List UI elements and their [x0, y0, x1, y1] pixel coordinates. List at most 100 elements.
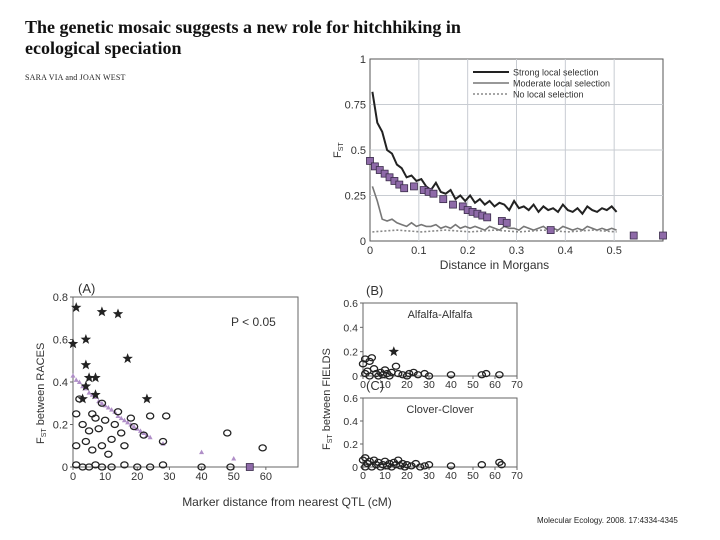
panel-c-x-tick-label: 30 [423, 470, 435, 482]
panel-b-x-tick-label: 20 [401, 379, 413, 391]
panel-a-x-tick-label: 30 [163, 471, 175, 483]
panel-a-triangle-point [199, 449, 205, 455]
panel-a-circle-point [91, 414, 100, 422]
panel-a-circle-point [223, 429, 232, 437]
panel-c-x-tick-label: 0 [360, 470, 366, 482]
panel-a-triangle-point [125, 419, 131, 425]
top-chart-square-point [483, 213, 492, 222]
panel-a-triangle-point [70, 373, 76, 378]
panel-a-circle-point [107, 435, 116, 444]
panel-a-triangle-point [131, 424, 137, 429]
panel-c-circle-point [415, 463, 425, 471]
panel-b-y-tick-label: 0.2 [343, 347, 358, 359]
panel-a-circle-point [226, 463, 235, 471]
panel-a-circle-point [97, 463, 107, 471]
panel-a-triangle-point [121, 417, 127, 423]
panel-b-x-tick-label: 50 [467, 379, 479, 391]
top-chart-y-tick-label: 0.75 [345, 100, 366, 112]
panel-a-triangle-point [147, 434, 153, 440]
panel-b-x-tick-label: 40 [445, 379, 457, 391]
top-chart-y-tick-label: 0 [360, 236, 366, 248]
panel-b-circle-point [424, 372, 434, 380]
panel-b-x-tick-label: 70 [511, 379, 523, 391]
panel-a-circle-point [126, 414, 136, 422]
panel-c-circle-point [477, 461, 487, 469]
panel-a-circle-point [97, 399, 107, 407]
panel-a-circle-point [145, 412, 155, 420]
panel-c-y-tick-label: 0.4 [343, 416, 358, 428]
panel-a-triangle-point [231, 456, 237, 461]
panel-a-label: (A) [78, 281, 95, 296]
panel-c-circle-point [446, 462, 456, 470]
panel-a-circle-point [97, 442, 107, 450]
panel-a-y-axis-label: FST between RACES [35, 343, 48, 444]
panel-a-triangle-point [99, 400, 105, 406]
top-chart-square-point [410, 182, 418, 191]
top-chart-series-line-1 [371, 186, 617, 232]
panel-a-y-tick-label: 0.6 [53, 335, 68, 347]
panel-c-frame [362, 397, 518, 468]
panel-c-y-tick-label: 0 [352, 462, 358, 474]
panel-b-circle-point [481, 369, 491, 378]
top-chart-x-tick-label: 0.4 [558, 245, 573, 257]
panel-c-circle-point [402, 461, 412, 469]
panel-a-x-tick-label: 0 [70, 471, 76, 483]
panel-c-circle-point [497, 461, 506, 469]
panel-a-p-value: P < 0.05 [231, 315, 276, 329]
top-chart-legend-label: Strong local selection [513, 68, 599, 78]
panel-a-circle-point [129, 422, 139, 431]
panel-b-circle-point [391, 362, 401, 370]
top-chart-square-point [366, 157, 374, 165]
panel-a-x-tick-label: 60 [260, 471, 272, 483]
top-chart-y-tick-label: 1 [360, 54, 366, 66]
panel-c-title: Clover-Clover [406, 404, 474, 416]
panel-a-triangle-point [73, 377, 79, 382]
panel-a-x-tick-label: 10 [99, 471, 111, 483]
panel-c-x-tick-label: 20 [401, 470, 413, 482]
top-chart-legend-label: No local selection [513, 90, 584, 100]
top-chart-square-point [502, 218, 511, 227]
panel-b-frame [362, 302, 518, 377]
panel-a-x-tick-label: 50 [228, 471, 240, 483]
panel-a-circle-point [100, 416, 110, 424]
panel-c-x-tick-label: 10 [379, 470, 391, 482]
panel-a-circle-point [197, 463, 206, 471]
top-chart-y-tick-label: 0.5 [351, 145, 366, 157]
panel-a-x-tick-label: 40 [195, 471, 207, 483]
panel-b-circle-point [374, 372, 383, 380]
panel-a-circle-point [88, 446, 97, 454]
panel-b-y-tick-label: 0.4 [343, 322, 358, 334]
paper-title: The genetic mosaic suggests a new role f… [25, 17, 461, 58]
top-chart-series-line-0 [371, 91, 618, 216]
panel-b-circle-point [367, 354, 377, 362]
panel-a-star-point [71, 302, 82, 313]
panel-a-triangle-point [118, 415, 124, 421]
top-chart-square-point [546, 226, 555, 234]
panel-c-circle-point [420, 462, 429, 470]
panel-a-circle-point [104, 450, 113, 458]
panel-a-circle-point [107, 463, 116, 471]
panel-a-circle-point [120, 461, 129, 469]
panel-a-circle-point [116, 429, 126, 437]
panel-a-circle-point [161, 412, 171, 420]
panel-a-triangle-point [115, 413, 121, 418]
panel-c-x-tick-label: 50 [467, 470, 479, 482]
panel-b-x-tick-label: 10 [379, 379, 391, 391]
top-chart-x-axis-label: Distance in Morgans [440, 258, 549, 272]
panel-a-star-point [80, 359, 92, 370]
panel-a-circle-point [71, 442, 81, 450]
top-chart-square-point [449, 200, 457, 209]
top-chart-series-line-2 [372, 229, 617, 233]
panel-b-x-tick-label: 30 [423, 379, 435, 391]
shared-x-axis-label: Marker distance from nearest QTL (cM) [182, 495, 392, 509]
top-chart-x-tick-label: 0.1 [411, 245, 426, 257]
top-chart-x-tick-label: 0.3 [509, 245, 524, 257]
panel-c-x-tick-label: 40 [445, 470, 457, 482]
authors: SARA VIA and JOAN WEST [25, 73, 126, 82]
panel-a-circle-point [84, 427, 94, 435]
panel-c-y-tick-label: 0.2 [343, 439, 358, 451]
panel-b-title: Alfalfa-Alfalfa [408, 309, 474, 321]
panel-a-circle-point [258, 444, 267, 452]
top-chart-x-tick-label: 0.5 [607, 245, 622, 257]
panel-b-y-tick-label: 0 [352, 371, 358, 383]
